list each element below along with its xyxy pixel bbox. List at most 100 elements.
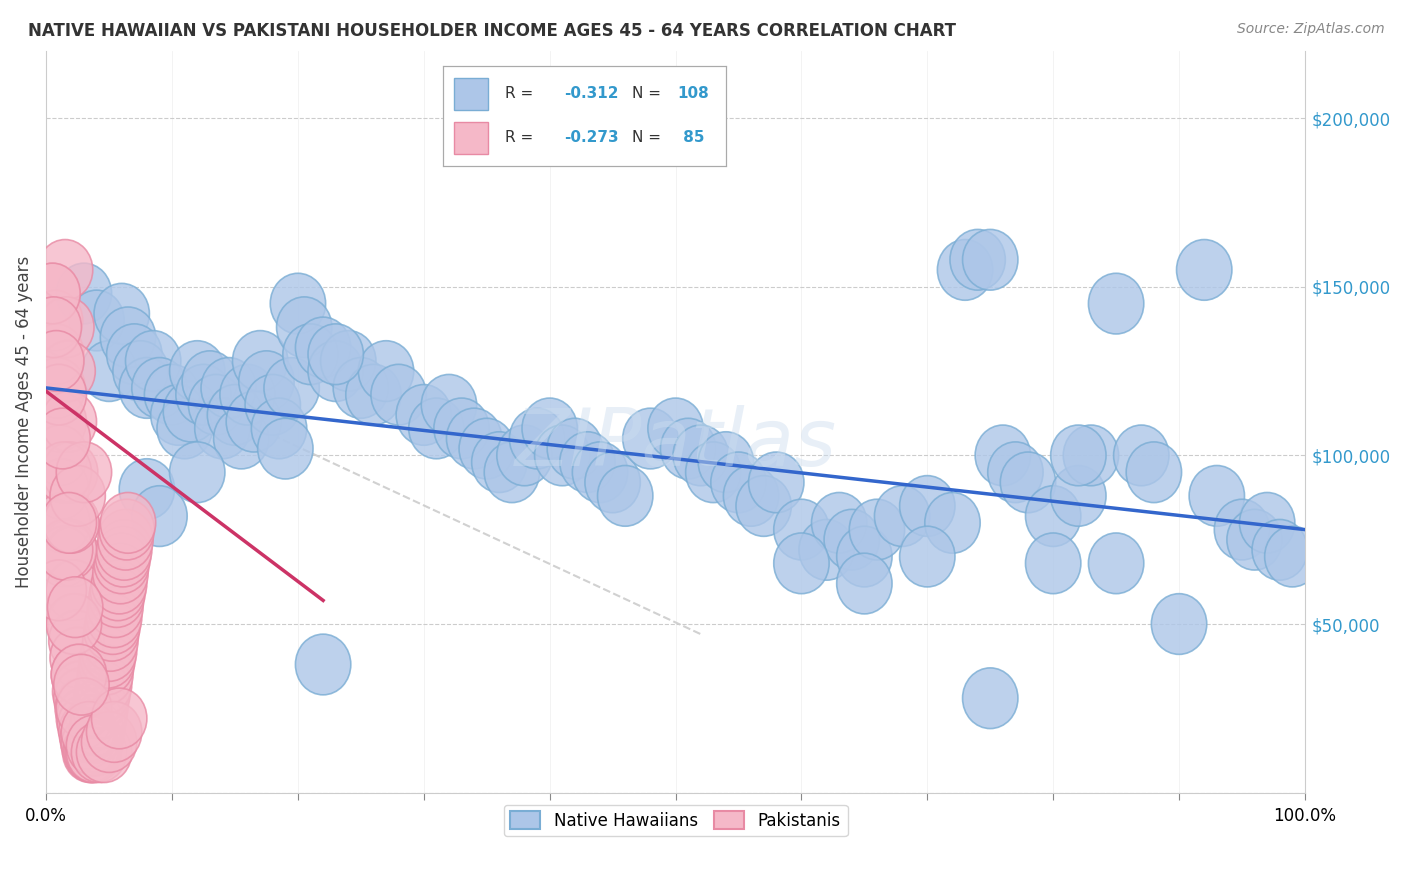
Ellipse shape — [219, 364, 276, 425]
Ellipse shape — [1088, 533, 1144, 594]
Ellipse shape — [673, 425, 728, 486]
Ellipse shape — [648, 398, 703, 458]
Ellipse shape — [359, 341, 413, 401]
Ellipse shape — [699, 432, 754, 492]
Ellipse shape — [60, 708, 115, 769]
Ellipse shape — [38, 519, 93, 580]
Ellipse shape — [837, 553, 891, 614]
Ellipse shape — [950, 229, 1005, 290]
Ellipse shape — [724, 466, 779, 526]
Ellipse shape — [773, 500, 830, 560]
Ellipse shape — [207, 384, 263, 445]
Ellipse shape — [572, 442, 627, 502]
Ellipse shape — [295, 634, 352, 695]
Ellipse shape — [66, 715, 122, 776]
Ellipse shape — [72, 688, 127, 748]
Ellipse shape — [69, 702, 124, 763]
Ellipse shape — [56, 263, 111, 324]
Ellipse shape — [900, 475, 955, 536]
Ellipse shape — [875, 486, 929, 547]
Ellipse shape — [849, 500, 904, 560]
Ellipse shape — [87, 577, 143, 638]
Ellipse shape — [31, 392, 87, 452]
Ellipse shape — [176, 364, 231, 425]
Ellipse shape — [308, 341, 363, 401]
Y-axis label: Householder Income Ages 45 - 64 years: Householder Income Ages 45 - 64 years — [15, 255, 32, 588]
Ellipse shape — [496, 425, 553, 486]
Ellipse shape — [1264, 526, 1320, 587]
Ellipse shape — [1189, 466, 1244, 526]
Ellipse shape — [51, 644, 107, 705]
Ellipse shape — [56, 688, 111, 748]
Ellipse shape — [422, 375, 477, 435]
Ellipse shape — [409, 398, 464, 458]
Ellipse shape — [27, 290, 83, 351]
Ellipse shape — [31, 560, 87, 621]
Ellipse shape — [37, 442, 91, 502]
Ellipse shape — [522, 398, 578, 458]
Ellipse shape — [75, 668, 129, 729]
Ellipse shape — [38, 240, 93, 301]
Ellipse shape — [98, 500, 155, 560]
Ellipse shape — [711, 452, 766, 513]
Ellipse shape — [63, 722, 120, 782]
Ellipse shape — [1000, 452, 1056, 513]
Ellipse shape — [62, 722, 118, 782]
Ellipse shape — [58, 695, 112, 756]
Ellipse shape — [547, 418, 603, 479]
Ellipse shape — [112, 341, 169, 401]
Ellipse shape — [72, 722, 127, 782]
Ellipse shape — [170, 442, 225, 502]
Ellipse shape — [460, 418, 515, 479]
Ellipse shape — [824, 509, 880, 570]
Ellipse shape — [245, 375, 301, 435]
Ellipse shape — [87, 702, 142, 763]
Ellipse shape — [1177, 240, 1232, 301]
Ellipse shape — [396, 384, 451, 445]
Ellipse shape — [52, 661, 108, 722]
Ellipse shape — [1240, 492, 1295, 553]
Ellipse shape — [170, 341, 225, 401]
Ellipse shape — [46, 594, 101, 655]
Ellipse shape — [97, 519, 152, 580]
Ellipse shape — [51, 644, 107, 705]
Ellipse shape — [1050, 425, 1107, 486]
Ellipse shape — [65, 722, 121, 782]
Ellipse shape — [62, 702, 117, 763]
Ellipse shape — [125, 331, 181, 392]
Ellipse shape — [84, 600, 139, 661]
Ellipse shape — [976, 425, 1031, 486]
Ellipse shape — [157, 398, 212, 458]
Ellipse shape — [837, 526, 891, 587]
Ellipse shape — [100, 307, 156, 368]
Ellipse shape — [77, 644, 134, 705]
Ellipse shape — [811, 492, 868, 553]
Ellipse shape — [45, 526, 100, 587]
Ellipse shape — [27, 297, 82, 358]
Ellipse shape — [257, 418, 314, 479]
Ellipse shape — [55, 678, 111, 739]
Text: NATIVE HAWAIIAN VS PAKISTANI HOUSEHOLDER INCOME AGES 45 - 64 YEARS CORRELATION C: NATIVE HAWAIIAN VS PAKISTANI HOUSEHOLDER… — [28, 22, 956, 40]
Ellipse shape — [91, 553, 146, 614]
Ellipse shape — [163, 381, 219, 442]
Ellipse shape — [73, 678, 128, 739]
Ellipse shape — [194, 398, 250, 458]
Ellipse shape — [264, 358, 319, 418]
Ellipse shape — [42, 442, 98, 502]
Ellipse shape — [963, 668, 1018, 729]
Ellipse shape — [1025, 486, 1081, 547]
Ellipse shape — [748, 452, 804, 513]
Ellipse shape — [44, 492, 98, 553]
Ellipse shape — [41, 392, 97, 452]
Ellipse shape — [120, 358, 174, 418]
Ellipse shape — [447, 409, 502, 469]
Ellipse shape — [560, 432, 616, 492]
Legend: Native Hawaiians, Pakistanis: Native Hawaiians, Pakistanis — [503, 805, 848, 837]
Ellipse shape — [53, 655, 110, 715]
Ellipse shape — [79, 634, 135, 695]
Ellipse shape — [100, 492, 156, 553]
Ellipse shape — [59, 702, 114, 763]
Ellipse shape — [295, 318, 352, 378]
Ellipse shape — [1063, 425, 1119, 486]
Ellipse shape — [183, 351, 238, 411]
